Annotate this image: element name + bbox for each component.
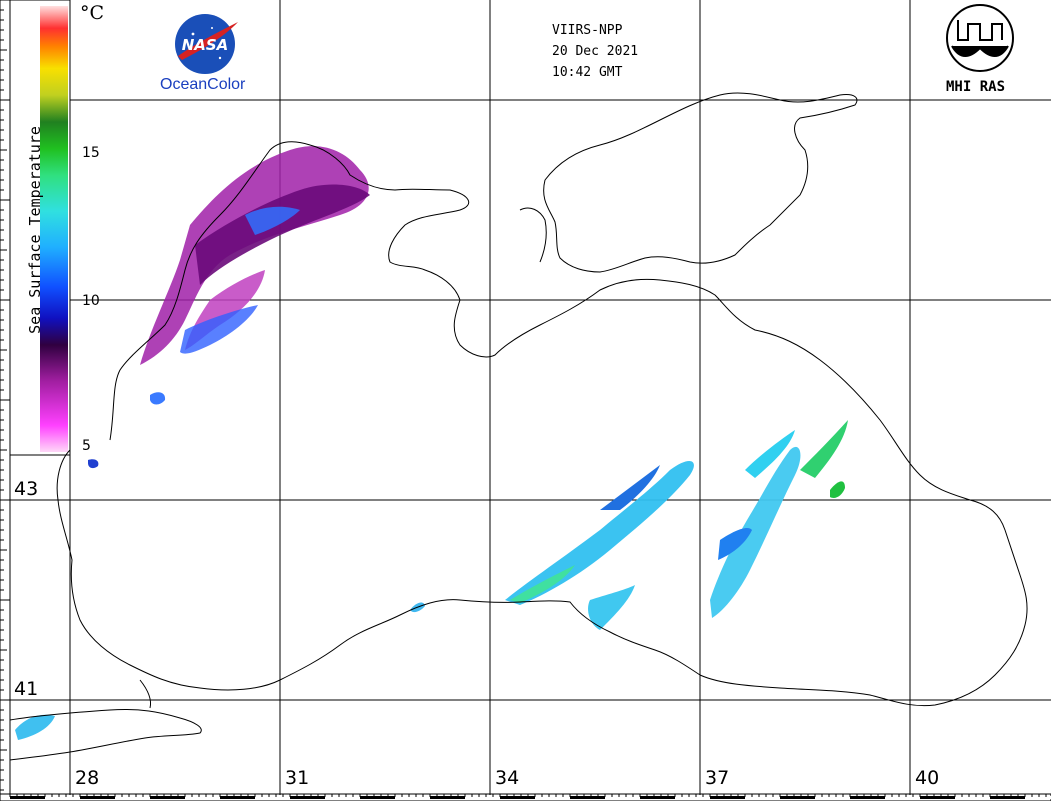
lon-label-28: 28 (75, 767, 100, 789)
lon-label-40: 40 (915, 767, 940, 789)
oceancolor-label: OceanColor (160, 76, 246, 93)
nasa-logo: NASA (175, 14, 238, 74)
lon-label-31: 31 (285, 767, 310, 789)
coastline (9, 92, 1028, 761)
image-info: VIIRS-NPP 20 Dec 2021 10:42 GMT (552, 20, 638, 83)
colorbar (9, 0, 71, 456)
bottom-ruler (0, 793, 1051, 801)
nasa-logo-text: NASA (182, 36, 229, 54)
colorbar-tick-5: 5 (82, 438, 91, 454)
left-ruler (0, 0, 11, 801)
lon-label-34: 34 (495, 767, 520, 789)
lat-label-43: 43 (14, 478, 39, 500)
colorbar-unit: °C (80, 2, 105, 24)
mhi-logo (946, 4, 1014, 72)
colorbar-tick-15: 15 (82, 145, 100, 161)
colorbar-title-box: Sea Surface Temperature (25, 95, 45, 365)
colorbar-tick-10: 10 (82, 293, 100, 309)
sst-data (15, 146, 848, 740)
lat-label-41: 41 (14, 678, 39, 700)
colorbar-title: Sea Surface Temperature (26, 126, 44, 334)
colorbar-gradient (40, 6, 68, 452)
mhi-ras-label: MHI RAS (946, 79, 1006, 95)
lon-label-37: 37 (705, 767, 730, 789)
sensor-label: VIIRS-NPP (552, 23, 623, 38)
time-label: 10:42 GMT (552, 65, 623, 80)
date-label: 20 Dec 2021 (552, 44, 639, 59)
grid (10, 0, 1051, 795)
